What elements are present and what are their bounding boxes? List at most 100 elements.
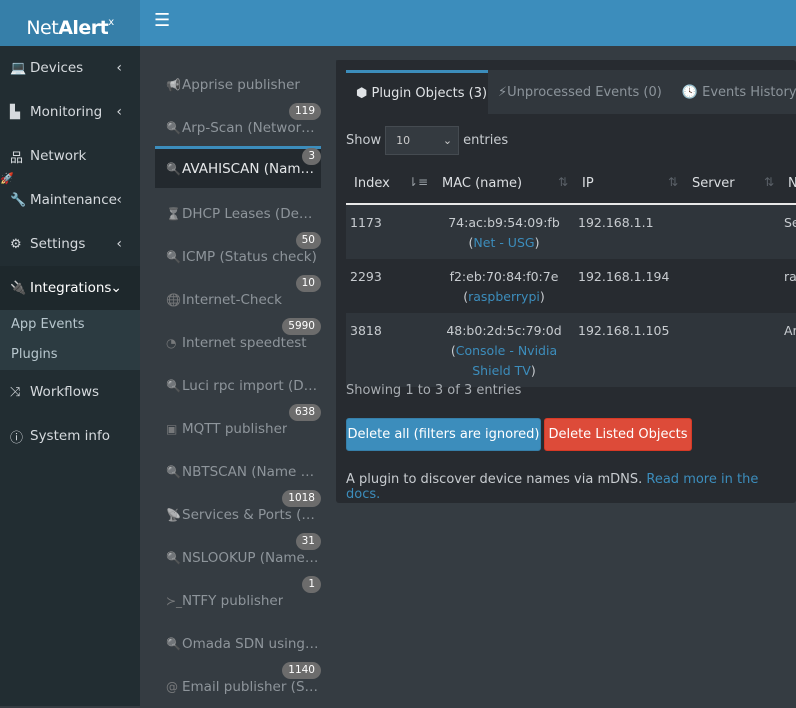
sidebar-item-label: Workflows (30, 384, 100, 400)
device-link[interactable]: Net - USG (473, 235, 535, 250)
plugin-item[interactable]: 🔍 Omada SDN using API (155, 623, 321, 665)
search-icon: 🔍 (166, 250, 181, 264)
delete-listed-objects-button[interactable]: Delete Listed Objects (544, 418, 692, 451)
tab-events-history[interactable]: 🕓 Events History (6) (672, 70, 796, 114)
at-icon: @ (166, 680, 178, 694)
cell-server (684, 259, 780, 313)
plugin-item[interactable]: 🔍Luci rpc import (Device import) (155, 365, 321, 407)
tab-plugin-objects[interactable]: ⬢ Plugin Objects (3) (346, 70, 488, 114)
plugin-count-badge: 119 (288, 103, 321, 120)
plugin-label: Internet speedtest (182, 335, 307, 351)
cell-name: Ar (780, 313, 796, 387)
plugin-item[interactable]: ◔ Internet speedtest 5990 (155, 318, 321, 364)
rocket-icon: 🚀 (0, 172, 14, 185)
sidebar: 💻 Devices ‹ ▙ Monitoring ‹ 品 Network 🚀 🔧 Maint… (0, 46, 140, 706)
plugin-count-badge: 31 (295, 533, 321, 550)
header-label: MAC (name) (442, 176, 523, 191)
plugin-label: ICMP (Status check) (182, 249, 317, 265)
sidebar-item-devices[interactable]: 💻 Devices ‹ (0, 46, 140, 90)
sidebar-item-network[interactable]: 品 Network (0, 134, 140, 178)
plugin-item[interactable]: ≻_ NTFY publisher 1 (155, 576, 321, 622)
mac-address: f2:eb:70:84:f0:7e (449, 269, 559, 284)
info-icon: ⓘ (10, 430, 24, 446)
sidebar-item-label: Network (30, 148, 87, 164)
search-icon: 🔍 (166, 379, 181, 393)
cell-name: Se (780, 204, 796, 259)
tab-unprocessed-events[interactable]: ⚡ Unprocessed Events (0) (488, 70, 672, 114)
docs-link[interactable]: Read more in the docs. (346, 472, 759, 502)
plugin-item[interactable]: 📢 Apprise publisher (155, 64, 321, 106)
bullhorn-icon: 📢 (166, 78, 181, 92)
column-header-name[interactable]: N (780, 164, 796, 205)
table-row: 1173 74:ac:b9:54:09:fb (Net - USG) 192.16… (346, 204, 796, 259)
cell-index: 1173 (346, 204, 434, 259)
sort-icon: ⇅ (667, 175, 678, 189)
sidebar-item-label: Settings (30, 236, 86, 252)
satellite-dish-icon: 📡 (166, 508, 181, 522)
plugin-label: Email publisher (SMTP) (182, 679, 320, 695)
plugin-count-badge: 50 (295, 232, 321, 249)
shuffle-icon: ⤨ (10, 384, 21, 400)
chart-icon: ▙ (10, 104, 20, 120)
plugin-label: Apprise publisher (182, 77, 300, 93)
delete-all-button[interactable]: Delete all (filters are ignored) (346, 418, 541, 451)
plugin-label: DHCP Leases (Device import) (182, 206, 320, 222)
chevron-left-icon: ‹ (116, 236, 122, 252)
app-logo[interactable]: NetAlertx (0, 0, 140, 46)
plugin-item[interactable]: 🔍NBTSCAN (Name discovery) (155, 451, 321, 493)
plugin-item[interactable]: 🌐 Internet-Check 10 (155, 275, 321, 321)
chevron-left-icon: ‹ (116, 104, 122, 120)
column-header-index[interactable]: Index ⇂≡ (346, 164, 434, 205)
sidebar-item-workflows[interactable]: ⤨ Workflows (0, 370, 140, 414)
sidebar-item-maintenance[interactable]: 🔧 Maintenance ‹ (0, 178, 140, 222)
header-label: N (788, 176, 796, 191)
plugin-item[interactable]: 🔍Arp-Scan (Network scan)119 (155, 103, 321, 149)
search-icon: 🔍 (166, 637, 181, 651)
submenu-app-events[interactable]: App Events (11, 317, 85, 332)
plugin-item[interactable]: 📡Services & Ports (Nmap)1018 (155, 490, 321, 536)
gear-icon: ⚙ (10, 236, 22, 252)
sort-icon: ⇅ (557, 175, 568, 189)
plugin-label: Services & Ports (Nmap) (182, 507, 320, 523)
clock-icon: 🕓 (681, 84, 703, 100)
sitemap-icon: 品 (10, 150, 24, 166)
column-header-server[interactable]: Server ⇅ (684, 164, 780, 205)
sidebar-item-system-info[interactable]: ⓘ System info (0, 414, 140, 458)
sidebar-item-settings[interactable]: ⚙ Settings ‹ (0, 222, 140, 266)
show-label: Show (346, 133, 382, 148)
entries-value: 10 (396, 134, 411, 147)
device-link[interactable]: Console - Nvidia Shield TV (455, 343, 558, 378)
hourglass-icon: ⌛ (166, 207, 181, 221)
cell-ip: 192.168.1.1 (574, 204, 684, 259)
header-label: Index (354, 176, 390, 191)
sidebar-item-label: Monitoring (30, 104, 103, 120)
sidebar-item-label: Integrations (30, 280, 112, 296)
sidebar-item-integrations[interactable]: 🔌 Integrations ⌄ (0, 266, 140, 310)
logo-net: Net (26, 17, 59, 39)
plugin-count-badge: 3 (302, 148, 321, 165)
sidebar-item-monitoring[interactable]: ▙ Monitoring ‹ (0, 90, 140, 134)
column-header-mac[interactable]: MAC (name) ⇅ (434, 164, 574, 205)
bolt-icon: ⚡ (498, 84, 508, 100)
plugin-item[interactable]: @ Email publisher (SMTP)1140 (155, 662, 321, 708)
search-icon: 🔍 (166, 121, 181, 135)
plugin-item[interactable]: 🔍AVAHISCAN (Name discovery)3 (155, 146, 321, 188)
rss-icon: ▣ (166, 422, 178, 436)
submenu-plugins[interactable]: Plugins (11, 347, 58, 362)
column-header-ip[interactable]: IP ⇅ (574, 164, 684, 205)
plugin-item[interactable]: ⌛DHCP Leases (Device import) (155, 193, 321, 235)
entries-select[interactable]: 10 ⌄ (385, 126, 460, 155)
plugin-item[interactable]: ▣ MQTT publisher 638 (155, 404, 321, 450)
mac-address: 74:ac:b9:54:09:fb (448, 215, 560, 230)
top-navbar: ☰ (140, 0, 796, 46)
plugin-item[interactable]: 🔍NSLOOKUP (Name discovery)31 (155, 533, 321, 579)
hamburger-icon[interactable]: ☰ (154, 10, 171, 31)
entries-label: entries (463, 133, 509, 148)
plugin-item[interactable]: 🔍 ICMP (Status check) 50 (155, 232, 321, 278)
table-row: 3818 48:b0:2d:5c:79:0d (Console - Nvidia … (346, 313, 796, 387)
laptop-icon: 💻 (10, 60, 27, 76)
sidebar-item-label: System info (30, 428, 110, 444)
terminal-icon: ≻_ (166, 594, 183, 608)
cell-mac: 48:b0:2d:5c:79:0d (Console - Nvidia Shiel… (434, 313, 574, 387)
device-link[interactable]: raspberrypi (468, 289, 540, 304)
